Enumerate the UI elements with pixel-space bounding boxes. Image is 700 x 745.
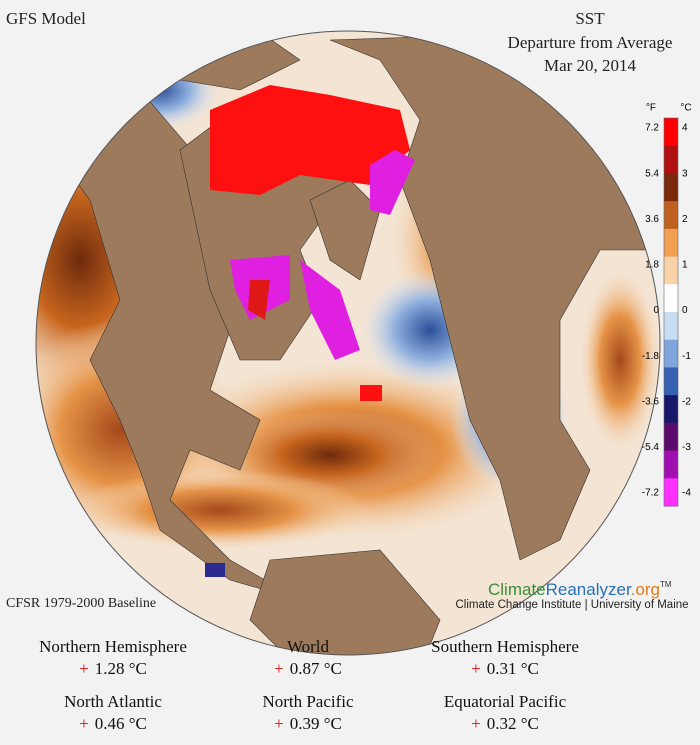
colorbar-swatch <box>664 284 678 313</box>
colorbar-swatch <box>664 312 678 341</box>
stat-sign: + <box>79 714 89 733</box>
colorbar-tick-c: 4 <box>682 123 688 134</box>
stat-number: 0.46 °C <box>95 714 147 733</box>
stat-sign: + <box>274 714 284 733</box>
logo-part: TM <box>660 580 672 589</box>
globe <box>36 31 660 655</box>
subtitle: Departure from Average <box>508 33 673 52</box>
colorbar-swatch <box>664 256 678 285</box>
colorbar-tick-f: 7.2 <box>645 123 659 134</box>
logo-part: Climate <box>488 580 546 599</box>
stat-value: +0.87 °C <box>274 659 342 678</box>
colorbar-tick-f: -7.2 <box>642 488 660 499</box>
stat-value: +0.39 °C <box>274 714 342 733</box>
colorbar-swatch <box>664 173 678 202</box>
colorbar-tick-f: -3.6 <box>642 396 660 407</box>
colorbar-swatch <box>664 201 678 230</box>
colorbar-tick-f: -5.4 <box>642 442 660 453</box>
colorbar-tick-f: 3.6 <box>645 214 659 225</box>
title: SST <box>575 9 605 28</box>
colorbar-frame <box>663 117 679 507</box>
stat-number: 1.28 °C <box>95 659 147 678</box>
colorbar-swatch <box>664 450 678 479</box>
stat-value: +0.46 °C <box>79 714 147 733</box>
stat-name: North Pacific <box>262 692 354 711</box>
colorbar-swatch <box>664 422 678 452</box>
stat-value: +0.31 °C <box>471 659 539 678</box>
stat-number: 0.31 °C <box>487 659 539 678</box>
colorbar-swatch <box>664 478 678 507</box>
colorbar-tick-c: -2 <box>682 396 691 407</box>
stat-name: Southern Hemisphere <box>431 637 579 656</box>
colorbar-swatch <box>664 118 678 147</box>
logo-part: .org <box>631 580 660 599</box>
colorbar-tick-c: 3 <box>682 168 688 179</box>
model-label: GFS Model <box>6 9 86 28</box>
colorbar-tick-c: 2 <box>682 214 688 225</box>
colorbar-unit: °C <box>680 103 691 114</box>
colorbar-swatch <box>664 228 678 258</box>
colorbar-swatch <box>664 395 678 424</box>
stat-sign: + <box>471 659 481 678</box>
institute: Climate Change Institute | University of… <box>455 599 688 611</box>
stat-value: +0.32 °C <box>471 714 539 733</box>
colorbar-tick-c: 0 <box>682 305 688 316</box>
colorbar-tick-c: 1 <box>682 260 688 271</box>
stat-number: 0.32 °C <box>487 714 539 733</box>
baseline: CFSR 1979-2000 Baseline <box>6 596 156 611</box>
colorbar-tick-f: -1.8 <box>642 351 660 362</box>
logo: ClimateReanalyzer.orgTM <box>488 580 672 599</box>
colorbar-swatch <box>664 367 678 396</box>
stat-number: 0.39 °C <box>290 714 342 733</box>
logo-part: Reanalyzer <box>546 580 632 599</box>
colorbar-tick-c: -1 <box>682 351 691 362</box>
colorbar-tick-c: -4 <box>682 488 691 499</box>
stat-number: 0.87 °C <box>290 659 342 678</box>
stat-name: Equatorial Pacific <box>444 692 567 711</box>
colorbar-tick-f: 5.4 <box>645 168 659 179</box>
colorbar-tick-f: 0 <box>653 305 659 316</box>
colorbar-swatch <box>664 145 678 174</box>
stat-name: Northern Hemisphere <box>39 637 187 656</box>
stat-sign: + <box>274 659 284 678</box>
stat-value: +1.28 °C <box>79 659 147 678</box>
colorbar-tick-f: 1.8 <box>645 260 659 271</box>
date: Mar 20, 2014 <box>544 56 637 75</box>
stat-name: North Atlantic <box>64 692 162 711</box>
stat-sign: + <box>79 659 89 678</box>
stat-name: World <box>287 637 330 656</box>
colorbar-swatch <box>664 339 678 368</box>
colorbar: °F °C 7.2 4 5.4 3 3.6 2 1.8 1 0 0 -1.8 -1 -3.6 -2 -5.4… <box>642 103 692 507</box>
colorbar-unit: °F <box>646 103 656 114</box>
stat-sign: + <box>471 714 481 733</box>
colorbar-tick-c: -3 <box>682 442 691 453</box>
